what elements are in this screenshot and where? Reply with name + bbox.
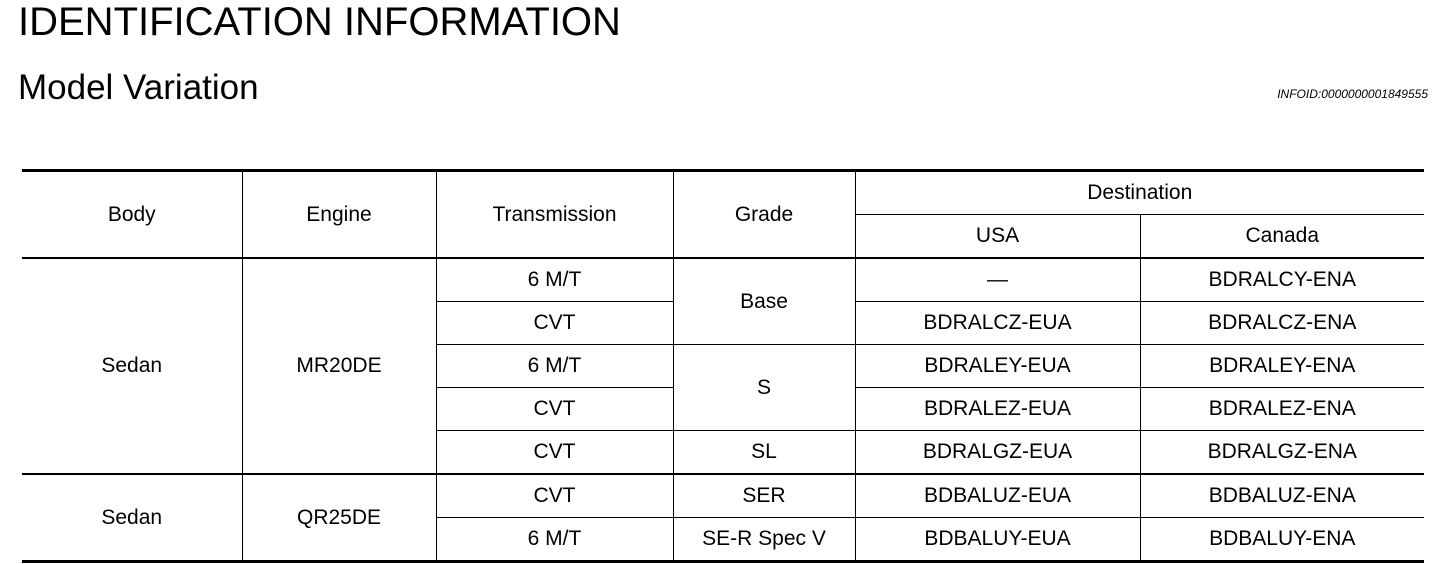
header-cell: Transmission [435, 169, 674, 259]
usa-cell: BDRALCZ-EUA [854, 301, 1141, 345]
model-table: Body Engine Transmission Grade Destinati… [22, 169, 1424, 563]
header-cell: Engine [241, 169, 437, 259]
header-cell: Body [22, 169, 243, 259]
header-cell: Destination [854, 169, 1424, 215]
body-cell: Sedan [22, 473, 243, 563]
grade-cell: S [672, 344, 856, 431]
transmission-cell: CVT [436, 301, 674, 345]
canada-cell: BDRALGZ-ENA [1139, 430, 1424, 475]
body-cell: Sedan [22, 257, 243, 475]
engine-cell: MR20DE [241, 257, 437, 475]
canada-cell: BDRALEZ-ENA [1139, 387, 1424, 431]
transmission-cell: 6 M/T [435, 257, 674, 302]
usa-cell: BDRALGZ-EUA [854, 430, 1141, 475]
table-row: CVT BDRALEZ-EUA BDRALEZ-ENA [22, 387, 1424, 431]
grade-cell: SE-R Spec V [672, 517, 856, 563]
grade-cell: Base [672, 257, 856, 345]
usa-cell: BDRALEZ-EUA [854, 387, 1141, 431]
canada-cell: BDRALCZ-ENA [1139, 301, 1424, 345]
grade-cell: SER [672, 473, 856, 518]
transmission-cell: 6 M/T [436, 344, 674, 388]
table-row: Sedan MR20DE 6 M/T Base — BDRALCY-ENA [22, 257, 1424, 475]
transmission-cell: CVT [436, 430, 674, 475]
usa-cell: BDBALUZ-EUA [854, 473, 1141, 518]
table-row: CVT SL BDRALGZ-EUA BDRALGZ-ENA [22, 430, 1424, 475]
header-cell: Canada [1139, 214, 1424, 259]
canada-cell: BDBALUY-ENA [1139, 517, 1424, 563]
usa-cell: BDBALUY-EUA [854, 517, 1141, 563]
table-row: 6 M/T SE-R Spec V BDBALUY-EUA BDBALUY-ENA [22, 517, 1424, 563]
table-row: CVT BDRALCZ-EUA BDRALCZ-ENA [22, 301, 1424, 345]
table-body: Sedan MR20DE 6 M/T Base — BDRALCY-ENA CVT BDRAL… [22, 257, 1424, 563]
transmission-cell: CVT [435, 473, 674, 518]
canada-cell: BDRALCY-ENA [1139, 257, 1424, 302]
info-id: INFOID:0000000001849555 [1277, 87, 1428, 101]
table-row: 6 M/T S BDRALEY-EUA BDRALEY-ENA [22, 344, 1424, 431]
engine-cell: QR25DE [241, 473, 437, 563]
usa-cell: — [854, 257, 1141, 302]
subtitle: Model Variation [18, 68, 259, 107]
transmission-cell: CVT [436, 387, 674, 431]
canada-cell: BDRALEY-ENA [1139, 344, 1424, 388]
grade-cell: SL [672, 430, 856, 475]
transmission-cell: 6 M/T [436, 517, 674, 563]
canada-cell: BDBALUZ-ENA [1139, 473, 1424, 518]
title: IDENTIFICATION INFORMATION [18, 0, 621, 44]
usa-cell: BDRALEY-EUA [854, 344, 1141, 388]
header-cell: Grade [672, 169, 856, 259]
table-row: Sedan QR25DE CVT SER BDBALUZ-EUA BDBALUZ-ENA [22, 473, 1424, 563]
header-cell: USA [855, 214, 1141, 259]
